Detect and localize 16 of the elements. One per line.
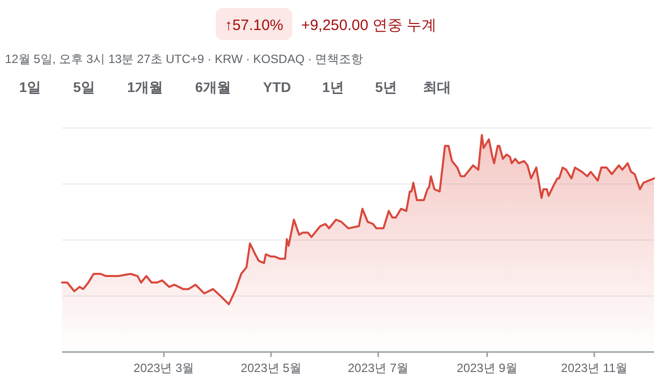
text: YTD bbox=[263, 79, 291, 95]
text: 12월 5일, 오후 3시 13분 27초 UTC+9 · KRW · KOSDAQ · 면책조항 bbox=[5, 52, 364, 66]
text: 5년 bbox=[375, 79, 397, 95]
text: 6개월 bbox=[195, 79, 231, 95]
text: 5일 bbox=[73, 79, 95, 95]
x-tick-label: 2023년 3월 bbox=[134, 361, 194, 375]
text: 1일 bbox=[19, 79, 41, 95]
x-tick-label: 2023년 5월 bbox=[240, 361, 302, 375]
chart-subtitle: +9,250.00 연중 누계 bbox=[301, 17, 437, 34]
text: 1개월 bbox=[127, 79, 163, 95]
x-tick-label: 2023년 11월 bbox=[561, 361, 628, 375]
text: 1년 bbox=[322, 79, 344, 95]
text: 최대 bbox=[423, 79, 451, 95]
x-tick-label: 2023년 7월 bbox=[348, 361, 409, 375]
x-tick-label: 2023년 9월 bbox=[456, 361, 518, 375]
chart-title: ↑57.10% bbox=[224, 17, 284, 34]
